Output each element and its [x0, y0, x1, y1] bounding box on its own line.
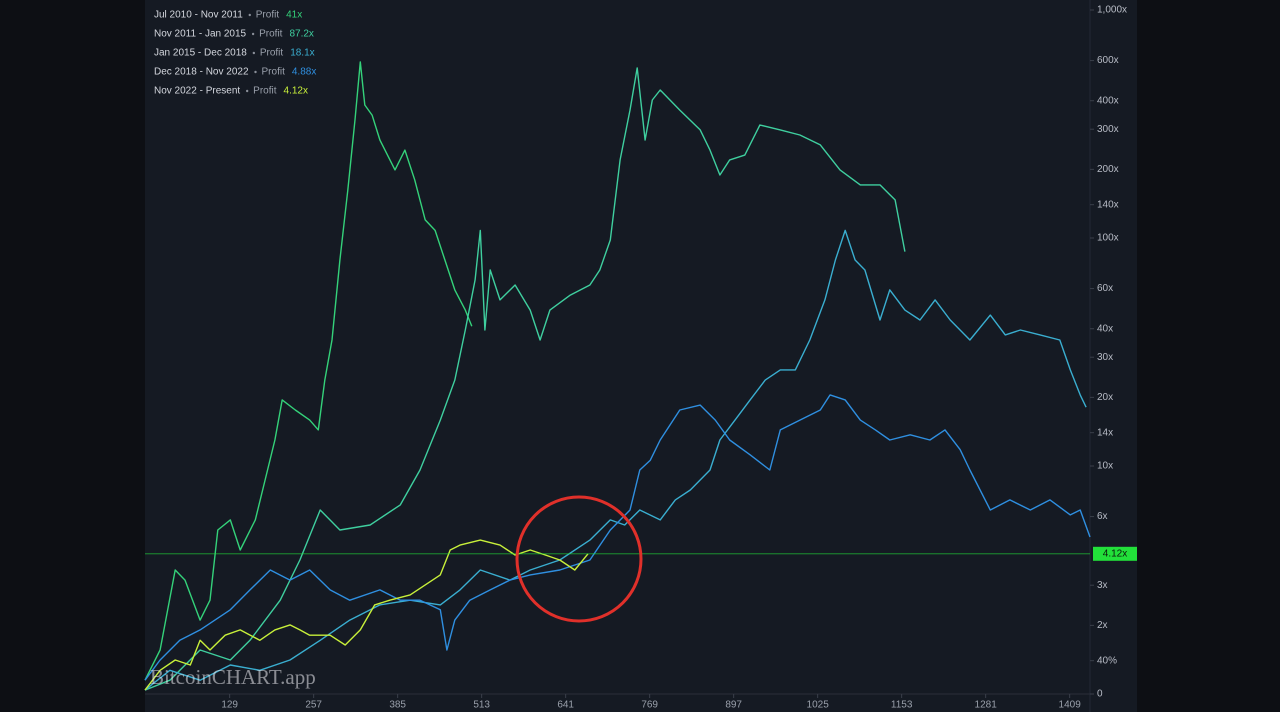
plot-background: [145, 0, 1137, 712]
legend-profit-text: Profit: [256, 10, 280, 21]
x-tick-label: 769: [641, 700, 658, 711]
cycle-line: [144, 394, 1091, 681]
y-tick-label: 60x: [1097, 283, 1113, 294]
y-tick-label: 140x: [1097, 199, 1119, 210]
legend-separator: [254, 70, 257, 74]
legend-profit-value: 18.1x: [290, 48, 314, 59]
y-tick-label: 1,000x: [1097, 5, 1127, 16]
highlight-circle: [515, 495, 643, 623]
legend-separator: [252, 51, 256, 55]
legend-profit-text: Profit: [259, 29, 283, 40]
x-tick-label: 257: [305, 700, 322, 711]
watermark: BitcoinCHART.app: [150, 665, 316, 689]
legend-profit-value: 41x: [286, 10, 302, 21]
x-tick-label: 385: [389, 700, 406, 711]
legend-label: Jan 2015 - Dec 2018: [154, 48, 247, 59]
y-tick-label: 2x: [1097, 620, 1108, 631]
x-tick-label: 897: [725, 700, 742, 711]
x-tick-label: 513: [473, 700, 490, 711]
y-tick-label: 100x: [1097, 233, 1119, 244]
y-tick-label: 600x: [1097, 55, 1119, 66]
y-tick-label: 200x: [1097, 164, 1119, 175]
y-tick-label: 14x: [1097, 427, 1113, 438]
legend-profit-text: Profit: [253, 86, 277, 97]
legend-separator: [251, 32, 255, 36]
y-tick-label: 30x: [1097, 352, 1113, 363]
cycle-line: [144, 229, 1087, 691]
y-tick-label: 3x: [1097, 580, 1108, 591]
legend-profit-value: 4.88x: [292, 67, 316, 78]
legend-profit-text: Profit: [262, 67, 286, 78]
legend-label: Jul 2010 - Nov 2011: [154, 10, 243, 21]
cycle-line: [144, 539, 589, 691]
y-tick-label: 20x: [1097, 392, 1113, 403]
series-lines: [144, 61, 1091, 691]
legend-profit-value: 4.12x: [284, 86, 308, 97]
y-tick-label: 300x: [1097, 124, 1119, 135]
x-tick-label: 129: [221, 700, 238, 711]
current-level-label: 4.12x: [1103, 548, 1127, 559]
x-tick-label: 641: [557, 700, 574, 711]
y-tick-label: 6x: [1097, 511, 1108, 522]
y-tick-label: 0: [1097, 689, 1103, 700]
legend-label: Dec 2018 - Nov 2022: [154, 67, 249, 78]
legend-label: Nov 2011 - Jan 2015: [154, 29, 247, 40]
legend-profit-text: Profit: [260, 48, 284, 59]
cycle-line: [144, 61, 473, 681]
current-level-badge: [1093, 546, 1137, 561]
x-tick-label: 1025: [807, 700, 830, 711]
y-tick-label: 10x: [1097, 461, 1113, 472]
x-tick-label: 1409: [1059, 700, 1082, 711]
x-tick-label: 1153: [891, 700, 913, 711]
legend-separator: [248, 13, 251, 17]
legend-label: Nov 2022 - Present: [154, 86, 240, 97]
y-tick-label: 400x: [1097, 95, 1119, 106]
y-tick-label: 40x: [1097, 323, 1113, 334]
cycle-line: [144, 67, 906, 691]
x-tick-label: 1281: [975, 700, 998, 711]
y-tick-label: 40%: [1097, 655, 1117, 666]
legend-separator: [245, 89, 249, 93]
legend-profit-value: 87.2x: [289, 29, 313, 40]
